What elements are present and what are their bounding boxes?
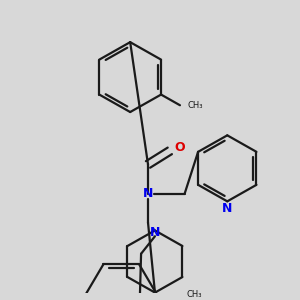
Text: N: N bbox=[143, 187, 153, 200]
Text: O: O bbox=[174, 142, 185, 154]
Text: N: N bbox=[150, 226, 160, 239]
Text: N: N bbox=[222, 202, 232, 214]
Text: CH₃: CH₃ bbox=[187, 290, 202, 299]
Text: CH₃: CH₃ bbox=[188, 101, 203, 110]
